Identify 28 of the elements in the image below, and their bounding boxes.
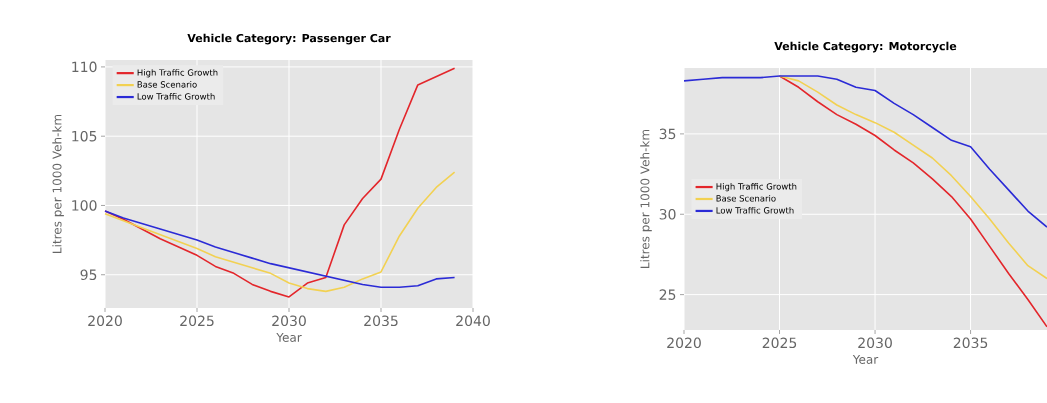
legend-label: Base Scenario — [137, 81, 197, 88]
y-axis-title: Litres per 1000 Veh-km — [52, 114, 64, 253]
chart-title: Vehicle Category: Motorcycle — [774, 41, 957, 53]
y-tick-label: 35 — [659, 128, 676, 140]
x-tick-label: 2020 — [88, 315, 122, 327]
legend-label: Low Traffic Growth — [137, 93, 215, 100]
y-tick-label: 25 — [659, 289, 676, 300]
legend-label: High Traffic Growth — [716, 183, 797, 192]
x-tick-label: 2025 — [762, 337, 797, 349]
x-tick-label: 2025 — [180, 315, 214, 327]
chart-title: Vehicle Category: Passenger Car — [187, 33, 391, 45]
legend-label: Base Scenario — [716, 195, 776, 202]
x-tick-label: 2035 — [364, 315, 398, 327]
y-tick-label: 30 — [659, 208, 676, 220]
x-axis-title: Year — [852, 354, 879, 364]
legend-label: Low Traffic Growth — [716, 206, 794, 214]
x-tick-label: 2030 — [272, 315, 306, 327]
x-tick-label: 2020 — [667, 337, 701, 349]
x-axis-title: Year — [276, 332, 302, 342]
y-tick-label: 95 — [80, 269, 97, 281]
y-tick-label: 100 — [72, 200, 97, 211]
y-tick-label: 110 — [72, 61, 97, 73]
x-tick-label: 2030 — [858, 337, 892, 349]
y-tick-label: 105 — [72, 130, 97, 142]
x-tick-label: 2035 — [953, 337, 988, 349]
legend-label: High Traffic Growth — [137, 69, 218, 78]
y-axis-title: Litres per 1000 Veh-km — [640, 129, 652, 268]
x-tick-label: 2040 — [456, 315, 490, 327]
